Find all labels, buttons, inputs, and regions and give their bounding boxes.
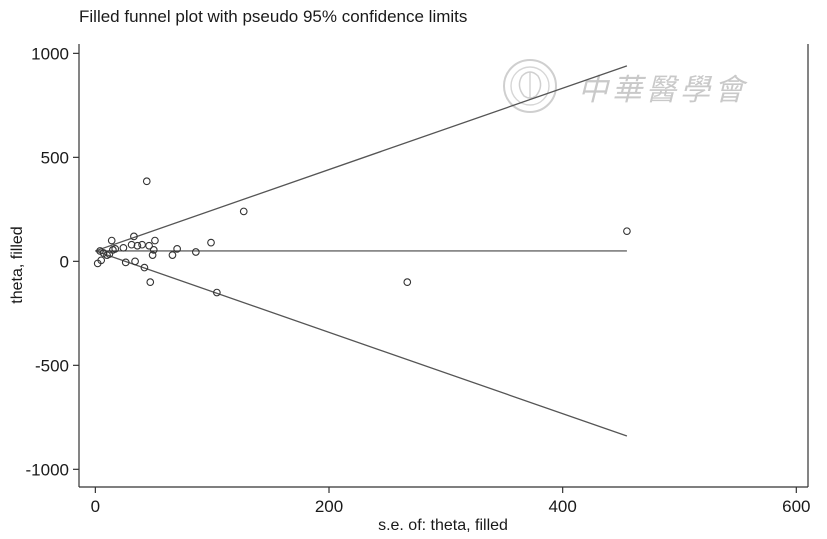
x-axis-label: s.e. of: theta, filled bbox=[378, 517, 508, 534]
data-point bbox=[173, 245, 181, 253]
y-ticks: -1000 -500 0 500 1000 bbox=[26, 44, 79, 479]
watermark: 中華醫學會 bbox=[503, 59, 748, 113]
data-point bbox=[191, 248, 200, 256]
cma-seal-icon bbox=[503, 59, 557, 113]
y-tick-label: 1000 bbox=[31, 44, 69, 63]
x-ticks: 0 200 400 600 bbox=[91, 487, 811, 516]
data-point bbox=[145, 241, 153, 250]
data-point bbox=[149, 246, 158, 254]
data-point bbox=[131, 257, 139, 266]
data-point bbox=[213, 288, 221, 297]
data-point bbox=[130, 232, 138, 241]
data-point bbox=[121, 258, 130, 267]
y-tick-label: 0 bbox=[60, 252, 69, 271]
data-point bbox=[138, 240, 146, 249]
data-point bbox=[107, 236, 116, 245]
funnel-lines bbox=[95, 65, 628, 437]
y-tick-label: -500 bbox=[35, 356, 69, 375]
x-tick-label: 400 bbox=[548, 497, 576, 516]
y-tick-label: 500 bbox=[41, 148, 69, 167]
data-point bbox=[97, 256, 106, 265]
data-point bbox=[207, 238, 215, 247]
x-tick-label: 200 bbox=[315, 497, 343, 516]
x-tick-label: 600 bbox=[782, 497, 810, 516]
data-point bbox=[133, 241, 142, 250]
data-points bbox=[93, 177, 631, 297]
x-tick-label: 0 bbox=[91, 497, 100, 516]
data-point bbox=[168, 251, 177, 259]
data-point bbox=[119, 243, 128, 252]
y-tick-label: -1000 bbox=[26, 460, 69, 479]
y-axis-label: theta, filled bbox=[9, 226, 26, 303]
data-point bbox=[151, 236, 159, 245]
data-point bbox=[146, 278, 155, 286]
data-point bbox=[239, 207, 248, 216]
data-point bbox=[127, 240, 136, 249]
data-point bbox=[403, 278, 412, 286]
data-point bbox=[140, 263, 149, 272]
data-point bbox=[148, 251, 157, 259]
data-point bbox=[623, 227, 631, 236]
data-point bbox=[111, 245, 120, 253]
chart-title: Filled funnel plot with pseudo 95% confi… bbox=[79, 7, 467, 26]
upper-confidence-limit bbox=[95, 65, 628, 252]
lower-confidence-limit bbox=[95, 250, 628, 437]
watermark-text: 中華醫學會 bbox=[578, 73, 748, 108]
data-point bbox=[142, 177, 151, 186]
